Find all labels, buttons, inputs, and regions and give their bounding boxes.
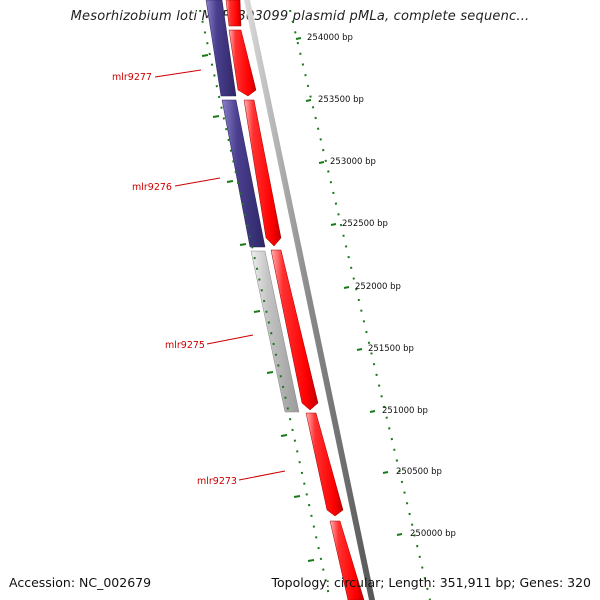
inner-dotted-ruler — [199, 9, 331, 600]
tick-label-250000: 250000 bp — [410, 529, 456, 539]
sequence-backbone — [244, 0, 375, 600]
tick-label-252000: 252000 bp — [355, 282, 401, 292]
gene-forward-1[interactable] — [228, 29, 257, 97]
tick-label-250500: 250500 bp — [396, 467, 442, 477]
leader-mlr9276 — [174, 177, 221, 187]
gene-label-mlr9275[interactable]: mlr9275 — [165, 340, 205, 351]
map-title: Mesorhizobium loti MAFF303099 plasmid pM… — [70, 9, 530, 24]
gene-forward-5[interactable] — [329, 520, 365, 600]
tick-label-251000: 251000 bp — [382, 406, 428, 416]
gene-label-mlr9273[interactable]: mlr9273 — [197, 476, 237, 487]
leader-mlr9277 — [154, 69, 202, 78]
tick-label-254000: 254000 bp — [307, 33, 353, 43]
forward-strand — [225, 0, 365, 600]
outer-ruler-ticks — [295, 37, 403, 536]
tick-label-253000: 253000 bp — [330, 157, 376, 167]
topology-summary: Topology: circular; Length: 351,911 bp; … — [271, 575, 592, 590]
gene-forward-0[interactable] — [225, 0, 242, 27]
ruler-labels: 254000 bp 253500 bp 253000 bp 252500 bp … — [307, 33, 456, 539]
leader-mlr9275 — [206, 334, 254, 345]
gene-label-mlr9277[interactable]: mlr9277 — [112, 72, 152, 83]
gene-mlr9276-shape[interactable] — [221, 99, 266, 248]
gene-forward-3[interactable] — [270, 249, 319, 411]
gene-mlr9277-shape[interactable] — [205, 0, 237, 97]
tick-label-253500: 253500 bp — [318, 95, 364, 105]
gene-mlr9275-shape[interactable] — [250, 250, 300, 413]
gene-label-mlr9276[interactable]: mlr9276 — [132, 182, 172, 193]
tick-label-252500: 252500 bp — [342, 219, 388, 229]
accession-text: Accession: NC_002679 — [9, 575, 152, 590]
leader-mlr9273 — [238, 470, 286, 481]
gene-forward-4[interactable] — [305, 412, 344, 517]
tick-label-251500: 251500 bp — [368, 344, 414, 354]
inner-ruler-ticks — [201, 54, 315, 562]
gene-forward-2[interactable] — [243, 99, 282, 247]
reverse-strand — [205, 0, 300, 413]
gene-labels: mlr9277 mlr9276 mlr9275 mlr9273 — [112, 69, 286, 487]
